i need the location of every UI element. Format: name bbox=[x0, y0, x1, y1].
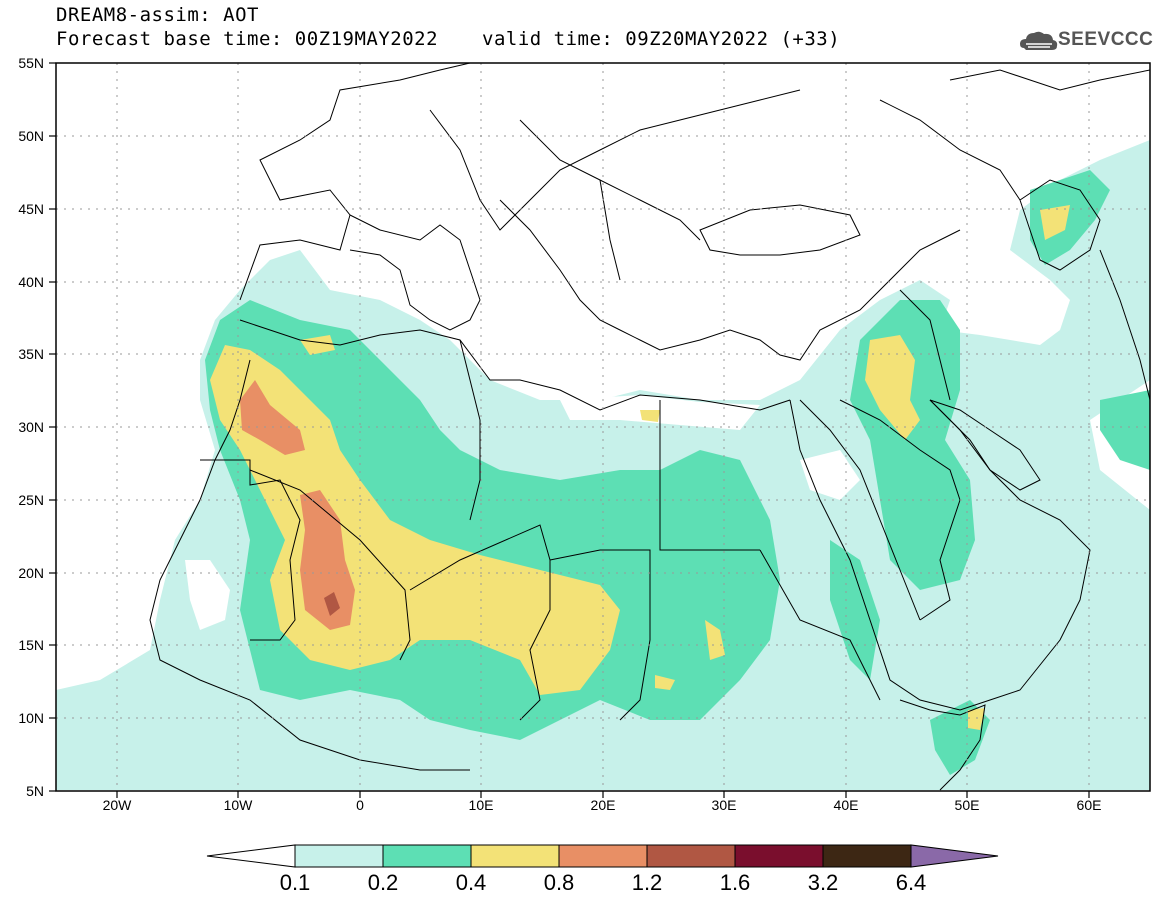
colorbar-label: 0.2 bbox=[367, 870, 399, 895]
colorbar-max-arrow bbox=[910, 844, 999, 868]
lat-tick: 15N bbox=[18, 637, 44, 653]
lon-tick: 60E bbox=[1076, 797, 1102, 813]
colorbar-bin-7 bbox=[822, 844, 912, 868]
lon-tick: 20W bbox=[102, 797, 132, 813]
colorbar-label: 3.2 bbox=[807, 870, 839, 895]
lat-tick: 50N bbox=[18, 128, 44, 144]
colorbar-label: 6.4 bbox=[895, 870, 927, 895]
colorbar-label: 0.8 bbox=[543, 870, 575, 895]
colorbar-bin-2 bbox=[382, 844, 472, 868]
lon-tick: 30E bbox=[711, 797, 737, 813]
lat-tick: 40N bbox=[18, 274, 44, 290]
lat-tick: 45N bbox=[18, 201, 44, 217]
axis-ticks bbox=[49, 62, 1090, 798]
colorbar-label: 0.4 bbox=[455, 870, 487, 895]
lat-tick: 20N bbox=[18, 565, 44, 581]
lat-tick: 25N bbox=[18, 492, 44, 508]
logo-text: SEEVCCC bbox=[1058, 29, 1154, 50]
lon-tick: 0 bbox=[356, 797, 364, 813]
contour-0.8 bbox=[240, 380, 305, 455]
valid-time: valid time: 09Z20MAY2022 (+33) bbox=[482, 28, 841, 50]
lon-tick: 20E bbox=[590, 797, 616, 813]
aot-contours bbox=[56, 140, 1150, 790]
lon-tick: 40E bbox=[833, 797, 859, 813]
contour-1.2 bbox=[324, 592, 340, 616]
lat-tick: 55N bbox=[18, 55, 44, 71]
colorbar-label: 1.6 bbox=[719, 870, 751, 895]
lat-tick: 5N bbox=[26, 783, 44, 799]
colorbar-bin-5 bbox=[646, 844, 736, 868]
colorbar-bin-6 bbox=[734, 844, 824, 868]
colorbar-bin-4 bbox=[558, 844, 648, 868]
lon-tick: 10W bbox=[223, 797, 253, 813]
seevccc-logo bbox=[1020, 31, 1058, 50]
lat-tick: 10N bbox=[18, 710, 44, 726]
colorbar-label: 0.1 bbox=[279, 870, 311, 895]
coastlines bbox=[149, 63, 1150, 791]
gridlines bbox=[56, 63, 1150, 791]
lon-tick: 50E bbox=[954, 797, 980, 813]
map-title: DREAM8-assim: AOT bbox=[56, 4, 259, 26]
colorbar-min-arrow bbox=[206, 844, 296, 868]
colorbar-bin-1 bbox=[294, 844, 384, 868]
colorbar-bin-3 bbox=[470, 844, 560, 868]
lat-tick: 30N bbox=[18, 419, 44, 435]
colorbar bbox=[206, 844, 999, 868]
lat-tick: 35N bbox=[18, 346, 44, 362]
lon-tick: 10E bbox=[468, 797, 494, 813]
forecast-base-time: Forecast base time: 00Z19MAY2022 bbox=[56, 28, 439, 50]
colorbar-label: 1.2 bbox=[631, 870, 663, 895]
